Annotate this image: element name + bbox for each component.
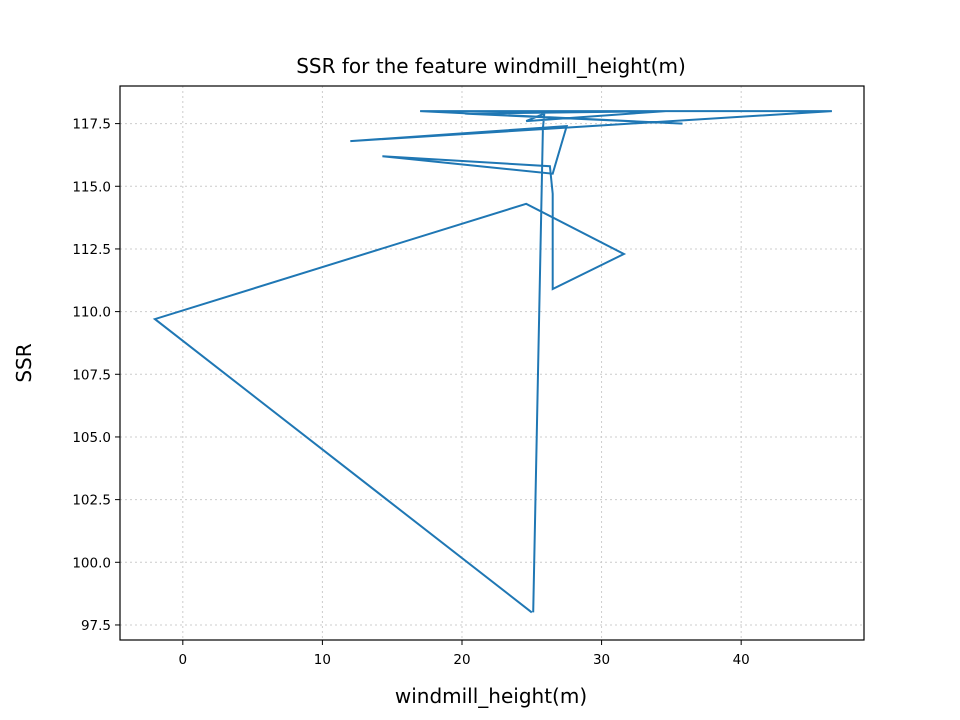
x-axis-title: windmill_height(m) bbox=[395, 684, 587, 708]
y-tick-label: 97.5 bbox=[81, 618, 111, 634]
y-axis-ticks: 97.5 100.0 102.5 105.0 107.5 110.0 112.5 115.0 1… bbox=[72, 117, 120, 634]
x-tick-label: 20 bbox=[453, 652, 470, 668]
y-tick-label: 100.0 bbox=[72, 555, 111, 571]
y-tick-label: 105.0 bbox=[72, 430, 111, 446]
y-tick-label: 115.0 bbox=[72, 179, 111, 195]
x-tick-label: 10 bbox=[314, 652, 331, 668]
chart-title: SSR for the feature windmill_height(m) bbox=[296, 54, 686, 78]
x-tick-label: 40 bbox=[733, 652, 750, 668]
plot-frame bbox=[119, 85, 865, 641]
series-line bbox=[152, 110, 832, 614]
x-tick-label: 30 bbox=[593, 652, 610, 668]
x-tick-label: 0 bbox=[179, 652, 188, 668]
y-axis-title: SSR bbox=[12, 343, 36, 382]
grid bbox=[120, 86, 864, 640]
y-tick-label: 117.5 bbox=[72, 117, 111, 133]
y-tick-label: 112.5 bbox=[72, 242, 111, 258]
y-tick-label: 110.0 bbox=[72, 305, 111, 321]
y-tick-label: 107.5 bbox=[72, 367, 111, 383]
series-group bbox=[152, 110, 832, 614]
y-tick-label: 102.5 bbox=[72, 493, 111, 509]
x-axis-ticks: 0 10 20 30 40 bbox=[179, 640, 750, 668]
